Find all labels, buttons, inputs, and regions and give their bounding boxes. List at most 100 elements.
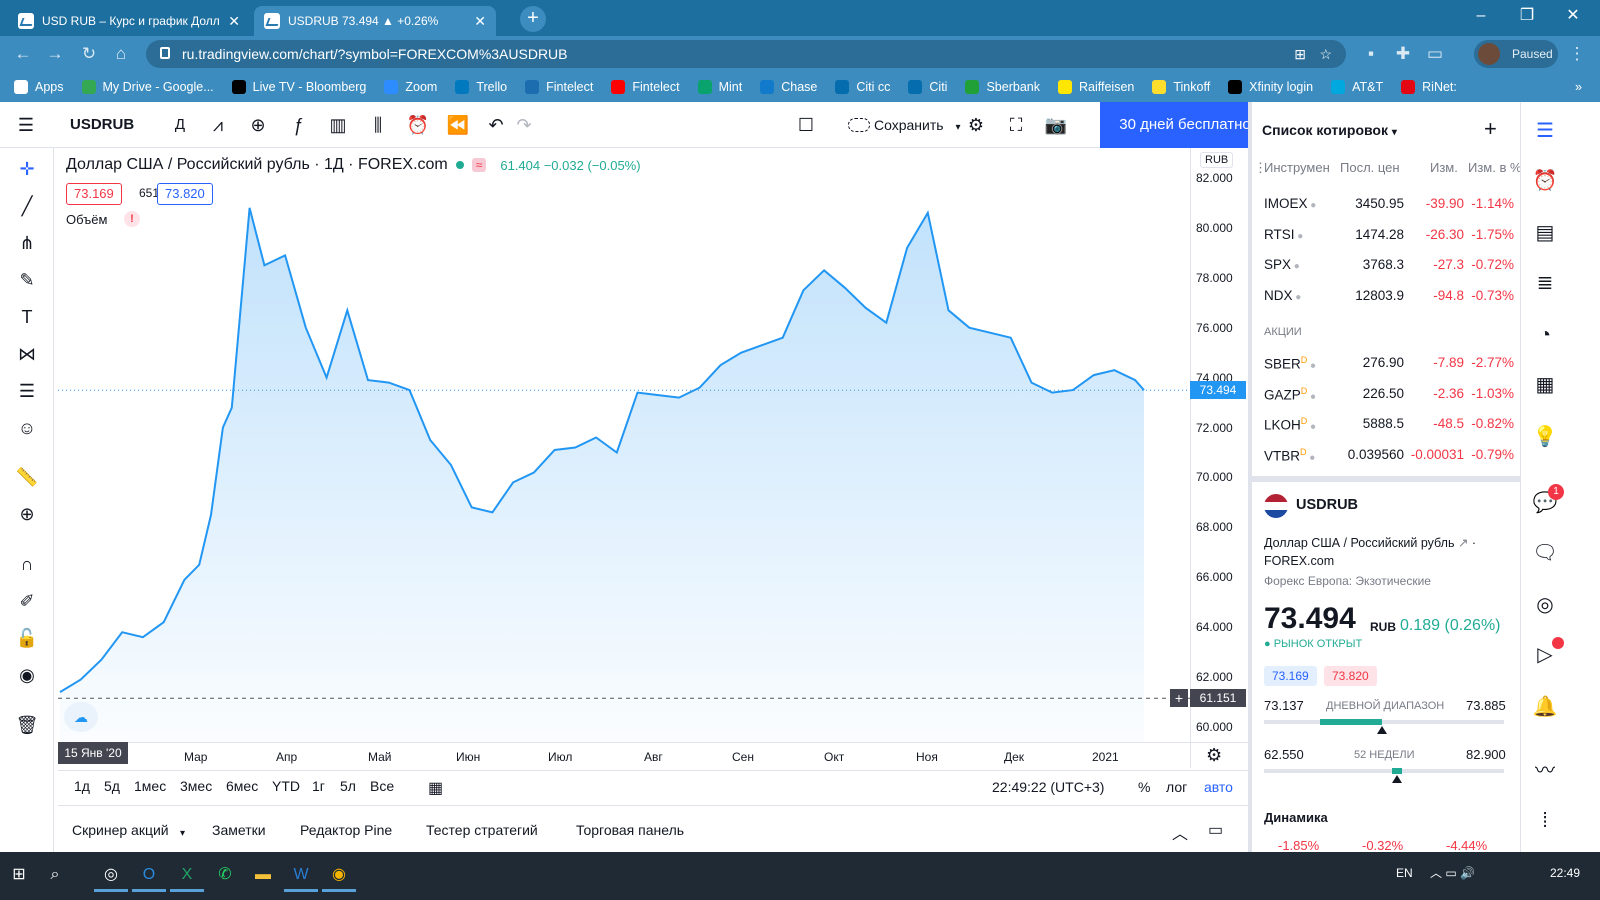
more-bookmarks-icon[interactable]: » — [1575, 80, 1582, 94]
details-ask[interactable]: 73.820 — [1324, 666, 1377, 686]
zoom-in-icon[interactable]: ⊕ — [19, 504, 35, 524]
maximize-panel-icon[interactable]: ▭ — [1208, 822, 1224, 839]
maximize-icon[interactable]: ❐ — [1519, 7, 1535, 24]
price-chart[interactable] — [58, 148, 1190, 742]
bookmark-item[interactable]: Citi cc — [835, 80, 890, 94]
interval-button[interactable]: Д — [174, 116, 186, 133]
settings-gear-icon[interactable]: ⚙ — [967, 115, 985, 135]
range-button[interactable]: 5л — [340, 778, 356, 794]
trendline-icon[interactable]: ╱ — [21, 196, 33, 216]
clock[interactable]: 22:49:22 (UTC+3) — [992, 779, 1105, 795]
app-icon[interactable]: ◎ — [94, 858, 128, 892]
bottom-tab[interactable]: Редактор Pine — [300, 822, 393, 838]
back-icon[interactable]: ← — [14, 44, 32, 63]
delayed-badge[interactable]: ≈ — [471, 158, 487, 172]
bookmark-item[interactable]: Citi — [908, 80, 947, 94]
text-tool-icon[interactable]: T — [21, 307, 33, 327]
details-symbol[interactable]: USDRUB — [1296, 497, 1359, 513]
browser-tab-usdrub-chart[interactable]: USDRUB 73.494 ▲ +0.26% ✕ — [254, 6, 496, 36]
time-axis[interactable] — [58, 742, 1248, 768]
financials-icon[interactable]: ▥ — [329, 115, 347, 135]
broadcast-icon[interactable]: ▷ — [1537, 644, 1553, 666]
bookmark-item[interactable]: Trello — [455, 80, 507, 94]
header-last[interactable]: Посл. цен — [1340, 160, 1400, 175]
external-link-icon[interactable]: ↗ — [1457, 536, 1469, 550]
watchlist-symbol[interactable]: VTBRD ● — [1264, 447, 1315, 464]
buy-price-button[interactable]: 73.820 — [157, 183, 213, 205]
chart-style-icon[interactable]: ⩘ — [212, 115, 224, 135]
watchlist-symbol[interactable]: NDX ● — [1264, 288, 1301, 303]
bookmark-item[interactable]: Mint — [697, 80, 742, 94]
price-axis[interactable] — [1190, 148, 1248, 768]
warning-icon[interactable]: ! — [124, 211, 140, 227]
outlook-icon[interactable]: O — [132, 858, 166, 892]
minimize-icon[interactable]: – — [1476, 7, 1486, 24]
drag-handle-icon[interactable]: ⋮ — [1254, 160, 1267, 175]
save-button[interactable]: Сохранить ▾ — [848, 112, 961, 138]
percent-scale-toggle[interactable]: % — [1138, 779, 1151, 795]
news-icon[interactable]: ▤ — [1535, 222, 1555, 244]
camera-snapshot-icon[interactable]: 📷 — [1044, 115, 1068, 135]
bookmark-item[interactable]: Tinkoff — [1152, 80, 1210, 94]
close-tab-icon[interactable]: ✕ — [474, 12, 486, 29]
bottom-tab[interactable]: Торговая панель — [576, 822, 685, 838]
tradingview-logo-icon[interactable]: ☁ — [64, 702, 98, 732]
puzzle-icon[interactable]: ✚ — [1395, 44, 1411, 63]
lock-drawings-pencil-icon[interactable]: ✐ — [19, 591, 35, 611]
undo-icon[interactable]: ↶ — [488, 115, 504, 135]
bookmark-star-icon[interactable]: ☆ — [1319, 46, 1332, 62]
header-chg-pct[interactable]: Изм. в % — [1468, 160, 1522, 175]
brush-icon[interactable]: ✎ — [19, 270, 35, 290]
layout-icon[interactable]: ☐ — [797, 115, 815, 135]
currency-label[interactable]: RUB — [1200, 152, 1234, 168]
streams-icon[interactable]: ◎ — [1536, 594, 1554, 616]
log-scale-toggle[interactable]: лог — [1166, 779, 1188, 795]
range-button[interactable]: 5д — [104, 778, 120, 794]
alarm-clock-icon[interactable]: ⏰ — [1532, 170, 1558, 192]
sell-price-button[interactable]: 73.169 — [66, 183, 122, 205]
bookmark-item[interactable]: Apps — [14, 80, 64, 94]
header-instrument[interactable]: Инструмен — [1264, 160, 1330, 175]
calendar-icon[interactable]: ▦ — [1535, 374, 1555, 396]
reload-icon[interactable]: ↻ — [81, 44, 97, 63]
plus-icon[interactable]: + — [1170, 689, 1188, 708]
bookmark-item[interactable]: Raiffeisen — [1057, 80, 1134, 94]
range-button[interactable]: 3мес — [180, 778, 213, 794]
range-button[interactable]: YTD — [272, 778, 300, 794]
bookmark-item[interactable]: Fintelect — [525, 80, 593, 94]
redo-icon[interactable]: ↷ — [516, 115, 532, 135]
watchlist-symbol[interactable]: SBERD ● — [1264, 355, 1316, 372]
compare-add-icon[interactable]: ⊕ — [250, 115, 266, 135]
bookmark-item[interactable]: Sberbank — [965, 80, 1040, 94]
range-button[interactable]: 1д — [74, 778, 90, 794]
eye-icon[interactable]: ◉ — [19, 665, 35, 685]
bookmark-item[interactable]: AT&T — [1331, 80, 1383, 94]
word-icon[interactable]: W — [284, 858, 318, 892]
home-icon[interactable]: ⌂ — [115, 44, 127, 63]
axis-settings-gear-icon[interactable]: ⚙ — [1206, 745, 1223, 765]
header-chg[interactable]: Изм. — [1430, 160, 1458, 175]
templates-icon[interactable]: ⫼ — [373, 115, 383, 135]
bookmark-item[interactable]: My Drive - Google... — [81, 80, 214, 94]
watchlist-symbol[interactable]: SPX ● — [1264, 257, 1300, 272]
crosshair-icon[interactable]: ✛ — [19, 159, 35, 179]
excel-icon[interactable]: X — [170, 858, 204, 892]
indicators-fx-icon[interactable]: ƒ — [292, 115, 303, 135]
ideas-bulb-icon[interactable]: 💡 — [1532, 426, 1558, 448]
windows-start-icon[interactable]: ⊞ — [12, 866, 26, 883]
hamburger-menu-icon[interactable]: ☰ — [17, 115, 35, 135]
range-button[interactable]: Все — [370, 778, 395, 794]
watchlist-symbol[interactable]: RTSI ● — [1264, 227, 1303, 242]
new-tab-button[interactable]: + — [520, 6, 546, 32]
instrument-name[interactable]: Доллар США / Российский рубль — [1264, 536, 1455, 550]
trading-icon[interactable]: 〰 — [1535, 760, 1555, 782]
menu-dots-icon[interactable]: ⋮ — [1568, 44, 1586, 63]
whatsapp-icon[interactable]: ✆ — [218, 866, 232, 883]
forward-icon[interactable]: → — [46, 44, 64, 63]
taskbar-clock[interactable]: 22:49 — [1550, 866, 1581, 880]
bottom-tab[interactable]: Тестер стратегий — [426, 822, 538, 838]
file-explorer-icon[interactable]: ▬ — [255, 866, 271, 883]
bookmark-item[interactable]: Chase — [760, 80, 817, 94]
bottom-tab[interactable]: Заметки — [212, 822, 266, 838]
calendar-icon[interactable]: ▦ — [428, 780, 444, 797]
